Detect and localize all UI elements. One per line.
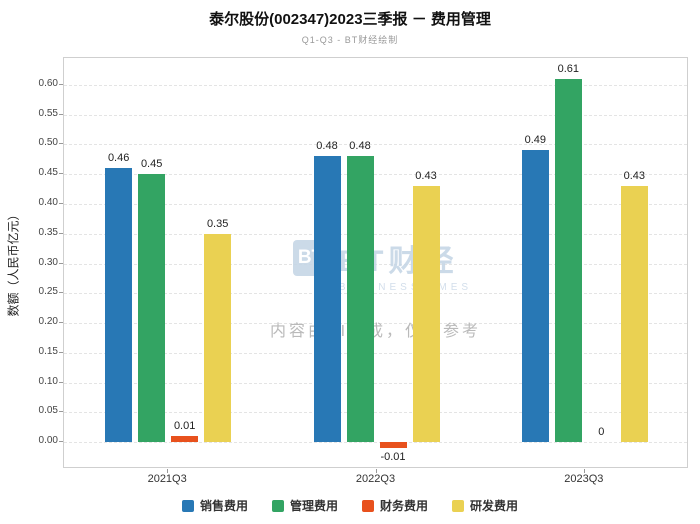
y-tick-label: 0.15 [38, 345, 58, 357]
gridline [64, 114, 687, 116]
bar-销售费用-2023Q3 [521, 150, 549, 443]
y-tick-mark [59, 381, 63, 383]
y-tick-mark [59, 83, 63, 85]
y-tick-mark [59, 202, 63, 204]
x-tick-mark [583, 469, 585, 473]
chart-title: 泰尔股份(002347)2023三季报 － 费用管理 [209, 11, 491, 28]
plot-area: BT BT财经 BUSINESSTIMES 内容由AI生成，仅供参考 0.46 0… [63, 57, 688, 468]
gridline [64, 442, 687, 444]
x-tick-mark [167, 469, 169, 473]
bar-研发费用-2022Q3 [412, 186, 440, 443]
bar-value-label: -0.01 [380, 451, 406, 464]
legend-label: 财务费用 [380, 499, 429, 513]
y-tick-label: 0.25 [38, 286, 58, 298]
gridline [64, 352, 687, 354]
y-tick-label: 0.55 [38, 107, 58, 119]
legend-swatch-icon [362, 499, 374, 512]
y-tick-label: 0.05 [38, 405, 58, 417]
x-tick-mark [375, 469, 377, 473]
x-tick-label: 2022Q3 [355, 473, 396, 485]
gridline [64, 84, 687, 86]
bar-研发费用-2021Q3 [204, 233, 232, 443]
gridline [64, 203, 687, 205]
bar-研发费用-2023Q3 [620, 186, 648, 443]
gridline [64, 382, 687, 384]
y-tick-label: 0.00 [38, 435, 58, 447]
legend-item: 销售费用 [181, 497, 248, 514]
gridline [64, 293, 687, 295]
y-tick-label: 0.10 [38, 375, 58, 387]
watermark-logo-subtext: BUSINESSTIMES [338, 282, 473, 293]
gridline [64, 174, 687, 176]
legend-item: 管理费用 [271, 497, 338, 514]
bar-value-label: 0.43 [623, 170, 646, 183]
bar-销售费用-2022Q3 [313, 156, 341, 443]
bar-value-label: 0.48 [349, 140, 371, 153]
y-tick-mark [59, 292, 63, 294]
chart-subtitle: Q1-Q3 - BT财经绘制 [301, 35, 399, 45]
y-tick-mark [59, 411, 63, 413]
x-tick-label: 2021Q3 [147, 473, 187, 485]
y-tick-label: 0.30 [38, 256, 58, 268]
bar-value-label: 0.49 [524, 134, 547, 147]
y-tick-label: 0.35 [38, 226, 58, 238]
bar-value-label: 0.61 [557, 62, 580, 75]
bar-value-label: 0 [598, 426, 605, 439]
legend-label: 销售费用 [199, 499, 248, 513]
gridline [64, 233, 687, 235]
y-tick-label: 0.50 [38, 137, 58, 149]
y-tick-mark [59, 262, 63, 264]
bar-财务费用-2021Q3 [171, 436, 199, 443]
legend-item: 财务费用 [362, 497, 428, 514]
y-tick-label: 0.45 [38, 167, 58, 179]
bar-value-label: 0.35 [206, 217, 229, 230]
gridline [64, 263, 687, 265]
y-tick-mark [59, 322, 63, 324]
bar-管理费用-2023Q3 [554, 78, 582, 443]
bar-value-label: 0.48 [316, 140, 338, 153]
x-tick-label: 2023Q3 [564, 473, 604, 485]
bar-财务费用-2022Q3 [379, 442, 407, 449]
legend-label: 研发费用 [470, 499, 519, 513]
y-tick-mark [59, 232, 63, 234]
gridline [64, 144, 687, 146]
y-tick-mark [59, 173, 63, 175]
gridline [64, 412, 687, 414]
gridline [64, 323, 687, 325]
bar-value-label: 0.43 [415, 170, 437, 183]
legend: 销售费用 管理费用 财务费用 研发费用 [0, 497, 700, 514]
y-tick-label: 0.40 [38, 196, 58, 208]
y-tick-mark [59, 351, 63, 353]
legend-swatch-icon [271, 499, 284, 512]
legend-swatch-icon [181, 499, 194, 512]
bar-value-label: 0.46 [107, 152, 130, 165]
y-tick-mark [59, 441, 63, 443]
y-axis-label: 数额（人民币亿元） [6, 208, 21, 317]
bar-管理费用-2021Q3 [138, 174, 166, 443]
bar-销售费用-2021Q3 [105, 168, 133, 443]
y-tick-label: 0.60 [38, 77, 58, 89]
y-tick-mark [59, 143, 63, 145]
bar-value-label: 0.45 [140, 158, 163, 171]
bar-管理费用-2022Q3 [346, 156, 374, 443]
bar-value-label: 0.01 [173, 420, 196, 433]
legend-swatch-icon [452, 499, 465, 512]
legend-label: 管理费用 [289, 499, 338, 513]
legend-item: 研发费用 [452, 497, 518, 514]
y-tick-mark [59, 113, 63, 115]
y-tick-label: 0.20 [38, 316, 58, 328]
